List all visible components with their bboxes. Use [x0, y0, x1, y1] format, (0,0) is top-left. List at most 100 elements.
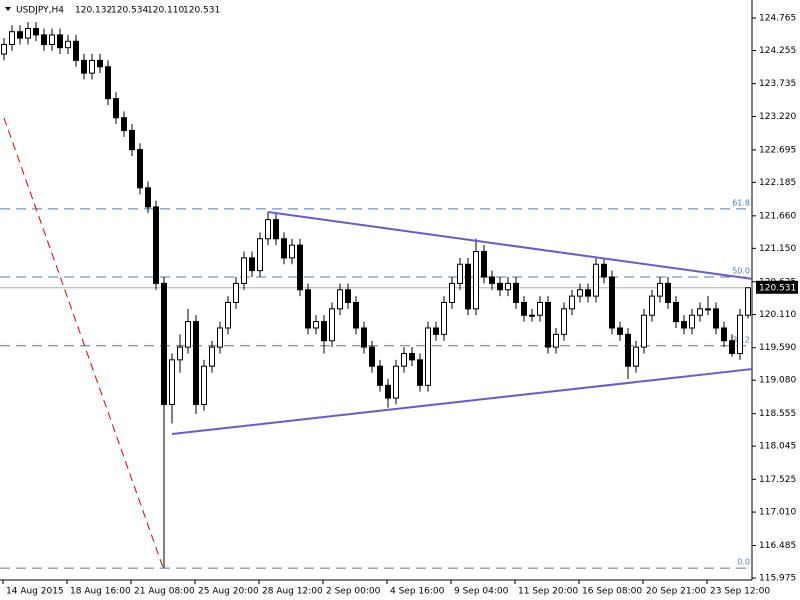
x-tick-label: 14 Aug 2015 [6, 587, 64, 597]
last-price-box [756, 280, 798, 294]
y-tick-label: 116.485 [759, 541, 796, 551]
x-tick-label: 28 Aug 12:00 [262, 587, 323, 597]
y-tick-label: 124.255 [759, 46, 796, 56]
candle-body [265, 219, 271, 240]
candle-body [529, 314, 535, 317]
candle-body [465, 263, 471, 310]
candle-body [353, 301, 359, 329]
candle-body [449, 282, 455, 303]
candle-body [505, 282, 511, 291]
candle-body [633, 346, 639, 367]
candle-body [273, 219, 279, 240]
candle-body [345, 289, 351, 303]
y-tick-label: 121.660 [759, 211, 796, 221]
candle-body [137, 149, 143, 189]
candle-body [473, 251, 479, 310]
last-price-label: 120.531 [759, 283, 796, 293]
candle-body [545, 301, 551, 348]
candle-body [73, 40, 79, 61]
candle-body [745, 287, 751, 316]
candle-body [169, 359, 175, 405]
y-tick-label: 123.735 [759, 79, 796, 89]
y-tick-label: 119.080 [759, 376, 796, 386]
x-tick-label: 16 Sep 08:00 [582, 587, 642, 597]
candle-body [489, 276, 495, 284]
candle-body [689, 314, 695, 329]
candle-body [409, 352, 415, 361]
candle-body [81, 59, 87, 74]
y-tick-label: 121.150 [759, 244, 796, 254]
fibo-label: 50.0 [732, 267, 750, 276]
candle-body [713, 308, 719, 329]
x-tick-label: 9 Sep 04:00 [454, 587, 509, 597]
candle-body [129, 129, 135, 151]
candle-body [737, 314, 743, 354]
candle-body [225, 301, 231, 329]
candle-body [281, 238, 287, 259]
candle-body [361, 327, 367, 348]
candle-body [537, 301, 543, 316]
candle-body [385, 384, 391, 399]
candle-body [697, 308, 703, 316]
y-tick-label: 117.010 [759, 508, 796, 518]
y-tick-label: 122.185 [759, 178, 796, 188]
candle-body [657, 282, 663, 297]
candle-body [481, 251, 487, 278]
candle-body [601, 263, 607, 278]
fibo-label: 0.0 [737, 558, 750, 567]
candle-body [241, 257, 247, 284]
symbol: USDJPY,H4 [16, 6, 64, 16]
x-tick-label: 20 Sep 21:00 [646, 587, 706, 597]
low-value: 120.110 [147, 6, 184, 16]
x-tick-label: 11 Sep 20:00 [518, 587, 578, 597]
candle-body [145, 187, 151, 208]
y-tick-label: 115.975 [759, 574, 796, 584]
x-tick-label: 25 Aug 20:00 [198, 587, 259, 597]
candle-body [593, 263, 599, 297]
candle-body [177, 346, 183, 361]
y-tick-label: 124.765 [759, 14, 796, 24]
candle-body [305, 289, 311, 329]
y-tick-label: 123.220 [759, 112, 796, 122]
candle-body [9, 31, 15, 45]
x-tick-label: 21 Aug 08:00 [134, 587, 195, 597]
candle-body [289, 244, 295, 259]
candle-body [577, 289, 583, 297]
candle-body [193, 321, 199, 405]
candle-body [217, 327, 223, 348]
candle-body [41, 34, 47, 45]
candle-body [161, 282, 167, 405]
y-tick-label: 118.555 [759, 409, 796, 419]
candle-body [249, 257, 255, 272]
candle-body [25, 28, 31, 39]
x-tick-label: 18 Aug 16:00 [70, 587, 131, 597]
candle-body [513, 282, 519, 303]
candle-body [721, 327, 727, 342]
candle-body [257, 238, 263, 272]
candle-body [321, 321, 327, 342]
y-tick-label: 120.110 [759, 310, 796, 320]
candle-body [393, 365, 399, 399]
candle-body [121, 117, 127, 131]
candle-body [569, 295, 575, 310]
close-value: 120.531 [183, 6, 220, 16]
candle-body [641, 314, 647, 348]
menu-arrow[interactable] [5, 7, 11, 11]
y-tick-label: 118.045 [759, 442, 796, 452]
candle-body [665, 282, 671, 303]
candle-body [585, 289, 591, 297]
candle-body [401, 352, 407, 367]
candle-body [337, 289, 343, 310]
candle-body [457, 263, 463, 284]
candle-body [185, 321, 191, 348]
candle-body [97, 59, 103, 68]
candle-body [433, 327, 439, 335]
candle-body [521, 301, 527, 316]
trendline [171, 368, 753, 436]
y-tick-label: 119.590 [759, 343, 796, 353]
candle-body [33, 28, 39, 36]
x-tick-label: 23 Sep 12:00 [710, 587, 770, 597]
fibo-label: 61.8 [732, 198, 750, 207]
